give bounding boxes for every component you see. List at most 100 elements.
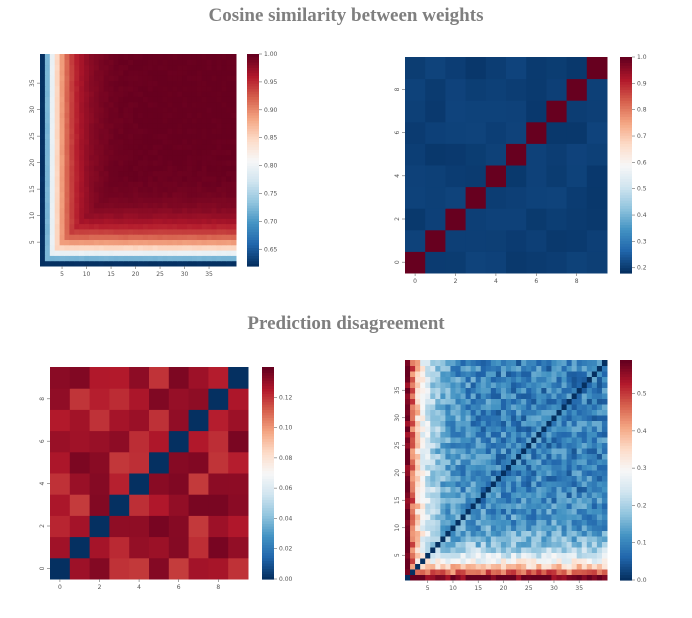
- heatmap-cell: [59, 154, 65, 161]
- heatmap-cell: [551, 371, 557, 377]
- heatmap-cell: [601, 525, 608, 531]
- heatmap-cell: [69, 367, 91, 389]
- heatmap-cell: [188, 557, 209, 580]
- heatmap-cell: [490, 552, 497, 559]
- heatmap-cell: [138, 239, 144, 246]
- heatmap-cell: [440, 481, 446, 487]
- heatmap-cell: [89, 64, 95, 71]
- heatmap-cell: [147, 144, 154, 150]
- heatmap-cell: [113, 175, 119, 182]
- y-tick-label: 6: [39, 439, 46, 443]
- heatmap-cell: [470, 558, 477, 564]
- heatmap-cell: [54, 85, 61, 92]
- heatmap-cell: [566, 360, 573, 366]
- heatmap-cell: [541, 519, 547, 526]
- heatmap-cell: [113, 186, 119, 193]
- heatmap-cell: [420, 470, 426, 476]
- heatmap-cell: [465, 519, 472, 526]
- heatmap-cell: [196, 54, 203, 60]
- heatmap-cell: [475, 530, 482, 537]
- heatmap-cell: [511, 497, 517, 504]
- heatmap-cell: [187, 117, 193, 124]
- heatmap-cell: [566, 547, 573, 553]
- heatmap-cell: [596, 503, 603, 509]
- heatmap-cell: [430, 442, 436, 449]
- heatmap-cell: [561, 420, 568, 427]
- heatmap-cell: [147, 128, 154, 134]
- colorbar-segment: [262, 396, 274, 400]
- heatmap-cell: [571, 470, 578, 476]
- heatmap-cell: [455, 530, 462, 537]
- heatmap-cell: [420, 503, 426, 509]
- heatmap-cell: [167, 228, 173, 235]
- colorbar-segment: [247, 231, 259, 235]
- heatmap-cell: [405, 497, 411, 504]
- heatmap-cell: [172, 112, 178, 119]
- colorbar-segment: [620, 254, 632, 258]
- heatmap-cell: [50, 388, 71, 410]
- heatmap-cell: [69, 244, 75, 251]
- heatmap-cell: [405, 365, 411, 372]
- heatmap-cell: [566, 409, 573, 416]
- heatmap-cell: [596, 404, 603, 410]
- heatmap-cell: [445, 453, 451, 460]
- heatmap-cell: [182, 117, 188, 124]
- colorbar-segment: [247, 146, 259, 150]
- heatmap-cell: [405, 459, 411, 465]
- colorbar-segment: [247, 149, 259, 153]
- heatmap-cell: [162, 186, 168, 193]
- heatmap-cell: [556, 470, 563, 476]
- heatmap-cell: [596, 431, 603, 438]
- heatmap-cell: [470, 431, 477, 438]
- heatmap-cell: [142, 101, 149, 108]
- heatmap-cell: [495, 563, 502, 570]
- heatmap-cell: [74, 239, 80, 246]
- heatmap-cell: [44, 75, 51, 81]
- heatmap-cell: [591, 503, 598, 509]
- colorbar-segment: [247, 239, 259, 243]
- heatmap-cell: [50, 494, 71, 516]
- heatmap-cell: [551, 448, 557, 454]
- heatmap-cell: [149, 367, 170, 389]
- heatmap-cell: [221, 175, 227, 182]
- heatmap-cell: [586, 208, 608, 231]
- heatmap-cell: [410, 475, 416, 482]
- heatmap-cell: [490, 409, 497, 416]
- heatmap-cell: [138, 149, 144, 156]
- heatmap-cell: [172, 96, 178, 103]
- heatmap-cell: [108, 250, 114, 256]
- heatmap-cell: [64, 138, 70, 145]
- heatmap-cell: [410, 541, 416, 548]
- heatmap-cell: [40, 207, 46, 214]
- heatmap-cell: [511, 437, 517, 443]
- heatmap-cell: [118, 260, 124, 267]
- heatmap-cell: [226, 165, 232, 172]
- heatmap-cell: [536, 393, 542, 399]
- heatmap-cell: [485, 229, 507, 252]
- heatmap-cell: [162, 228, 168, 235]
- heatmap-cell: [521, 398, 527, 405]
- colorbar-segment: [620, 445, 632, 449]
- heatmap-cell: [152, 186, 159, 193]
- heatmap-cell: [44, 117, 51, 124]
- heatmap-cell: [536, 514, 542, 520]
- heatmap-cell: [74, 260, 80, 267]
- heatmap-cell: [475, 541, 482, 548]
- heatmap-cell: [206, 75, 212, 81]
- heatmap-cell: [147, 255, 154, 262]
- x-tick-label: 30: [181, 271, 189, 278]
- heatmap-cell: [546, 420, 552, 427]
- heatmap-cell: [465, 229, 487, 252]
- heatmap-cell: [162, 85, 168, 92]
- heatmap-cell: [415, 360, 421, 366]
- colorbar-segment: [247, 255, 259, 259]
- heatmap-cell: [40, 202, 46, 209]
- heatmap-cell: [576, 437, 583, 443]
- heatmap-cell: [177, 207, 183, 214]
- heatmap-cell: [108, 85, 114, 92]
- colorbar-tick-label: 0.80: [264, 163, 278, 170]
- heatmap-cell: [133, 91, 139, 97]
- heatmap-cell: [149, 388, 170, 410]
- heatmap-cell: [450, 552, 456, 559]
- heatmap-cell: [556, 420, 563, 427]
